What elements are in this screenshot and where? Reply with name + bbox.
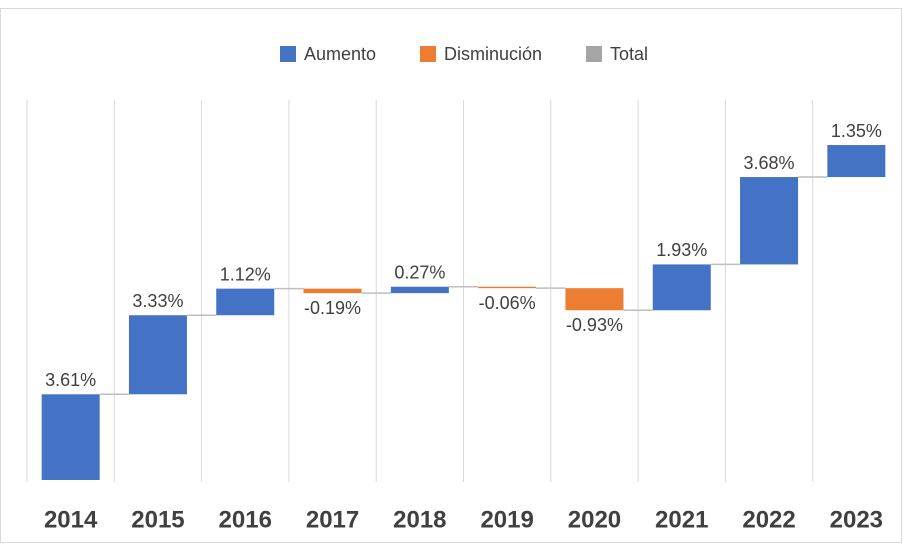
x-tick-label: 2022 [742,506,795,533]
data-label: 3.68% [744,153,795,173]
x-tick-label: 2016 [219,506,272,533]
bar [740,177,799,265]
data-label: 1.93% [656,240,707,260]
bar [827,145,886,178]
legend-swatch [586,46,602,62]
bar [390,286,449,294]
bar [652,264,711,311]
bar [565,288,624,311]
data-label: -0.93% [566,315,623,335]
chart-frame [0,8,902,543]
x-tick-label: 2014 [44,506,98,533]
data-label: 3.33% [132,291,183,311]
legend-swatch [420,46,436,62]
x-tick-label: 2019 [480,506,533,533]
data-label: 0.27% [394,262,445,282]
bar [41,394,100,480]
x-tick-label: 2017 [306,506,359,533]
data-label: 3.61% [45,370,96,390]
data-label: -0.06% [479,293,536,313]
bar [128,315,187,395]
x-tick-label: 2023 [830,506,883,533]
bar [303,288,362,294]
data-label: -0.19% [304,298,361,318]
bar [478,286,537,289]
x-tick-label: 2015 [131,506,184,533]
x-tick-label: 2021 [655,506,708,533]
data-label: 1.12% [220,264,271,284]
legend-label: Disminución [444,44,542,64]
data-label: 1.35% [831,121,882,141]
x-tick-label: 2018 [393,506,446,533]
legend-swatch [280,46,296,62]
bar [216,288,275,316]
legend-label: Total [610,44,648,64]
x-tick-label: 2020 [568,506,621,533]
legend-label: Aumento [304,44,376,64]
